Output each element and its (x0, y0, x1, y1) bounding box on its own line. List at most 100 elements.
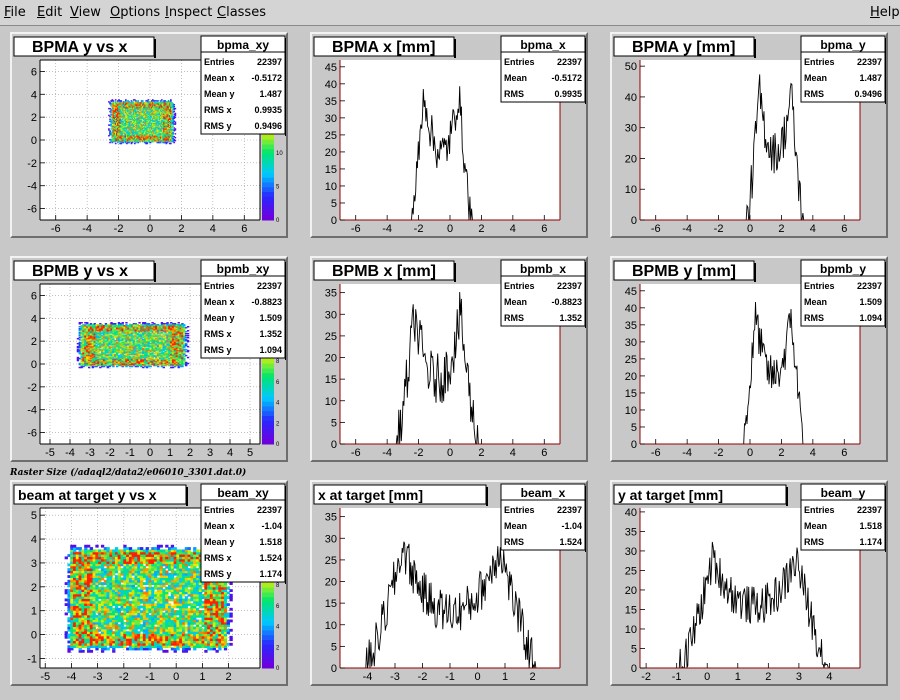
heatmap-cell (148, 101, 151, 103)
heatmap-cell (127, 355, 130, 358)
heatmap-cell (120, 100, 123, 102)
heatmap-cell (147, 324, 151, 326)
heatmap-cell (173, 351, 177, 354)
heatmap-cell (122, 116, 125, 119)
heatmap-cell (111, 114, 114, 117)
heatmap-cell (150, 133, 153, 135)
heatmap-cell (80, 366, 83, 369)
heatmap-cell (115, 123, 118, 125)
heatmap-cell (161, 136, 163, 139)
heatmap-cell (164, 347, 167, 350)
heatmap-cell (137, 127, 140, 129)
heatmap-cell (87, 330, 91, 333)
heatmap-cell (130, 338, 134, 341)
heatmap-cell (112, 134, 115, 136)
heatmap-cell (110, 340, 113, 343)
heatmap-cell (145, 359, 149, 362)
heatmap-cell (111, 100, 114, 102)
heatmap-cell (136, 348, 139, 351)
pad-bpma-y[interactable]: -6 -4 -2 0 2 4 6 0 10 20 30 40 50 BPMA y [mm] bpma_y En… (610, 32, 888, 238)
color-scale-band (262, 167, 274, 173)
heatmap-cell (153, 338, 156, 341)
menu-classes[interactable]: Classes (217, 5, 266, 20)
menu-help[interactable]: Help (870, 5, 900, 20)
heatmap-cell (115, 134, 118, 136)
heatmap-cell (163, 135, 165, 138)
heatmap-cell (95, 349, 98, 352)
heatmap-cell (163, 114, 165, 117)
heatmap-cell (93, 327, 96, 329)
menu-inspect[interactable]: Inspect (165, 5, 212, 20)
heatmap-cell (86, 336, 89, 339)
menu-file[interactable]: File (4, 5, 26, 20)
heatmap-cell (82, 353, 85, 356)
heatmap-cell (153, 327, 156, 329)
heatmap-cell (84, 353, 87, 356)
heatmap-cell (129, 342, 132, 345)
heatmap-cell (153, 364, 156, 367)
heatmap-cell (108, 326, 111, 328)
heatmap-cell (125, 359, 128, 362)
heatmap-cell (123, 349, 126, 352)
pad-bpma-x[interactable]: -6 -4 -2 0 2 4 6 0 5 10 15 20 25 30 35 40 45 BPMA x [mm] b… (310, 32, 588, 238)
heatmap-cell (84, 332, 87, 335)
heatmap-cell (113, 109, 116, 112)
heatmap-cell (150, 122, 153, 124)
heatmap-cell (120, 104, 123, 107)
heatmap-cell (119, 140, 121, 143)
heatmap-cell (140, 351, 143, 354)
heatmap-cell (104, 344, 108, 347)
heatmap-cell (99, 338, 102, 341)
heatmap-cell (127, 351, 130, 354)
heatmap-cell (128, 124, 131, 126)
heatmap-cell (137, 128, 140, 130)
menu-options[interactable]: Options (110, 5, 160, 20)
menu-edit[interactable]: Edit (37, 5, 62, 20)
heatmap-cell (117, 106, 119, 109)
heatmap-cell (144, 123, 146, 125)
heatmap-cell (159, 108, 162, 111)
heatmap-cell (110, 125, 112, 127)
heatmap-cell (135, 106, 137, 109)
heatmap-cell (140, 331, 143, 334)
heatmap-cell (126, 137, 128, 140)
heatmap-cell (80, 344, 83, 347)
heatmap-cell (130, 118, 133, 121)
heatmap-cell (181, 333, 184, 336)
menu-view[interactable]: View (70, 5, 101, 20)
heatmap-cell (186, 349, 190, 352)
color-scale-tick-label: 4 (276, 401, 280, 407)
heatmap-cell (155, 139, 158, 142)
heatmap-cell (120, 103, 123, 105)
heatmap-cell (132, 354, 136, 357)
heatmap-cell (91, 356, 95, 359)
heatmap-cell (156, 104, 159, 107)
heatmap-cell (135, 120, 137, 122)
heatmap-cell (147, 137, 150, 140)
heatmap-cell (129, 107, 132, 110)
heatmap-cell (115, 133, 118, 135)
heatmap-cell (157, 103, 160, 105)
heatmap-cell (129, 332, 132, 335)
heatmap-cell (145, 124, 147, 126)
heatmap-cell (140, 118, 143, 121)
heatmap-cell (127, 344, 130, 347)
heatmap-cell (164, 108, 167, 111)
heatmap-cell (172, 138, 174, 141)
heatmap-cell (111, 103, 114, 105)
heatmap-cell (129, 121, 132, 123)
heatmap-cell (126, 106, 128, 109)
heatmap-cell (78, 344, 81, 347)
heatmap-cell (165, 127, 168, 129)
heatmap-cell (119, 358, 123, 361)
heatmap-cell (183, 360, 186, 363)
heatmap-cell (166, 327, 169, 330)
heatmap-cell (104, 337, 108, 340)
